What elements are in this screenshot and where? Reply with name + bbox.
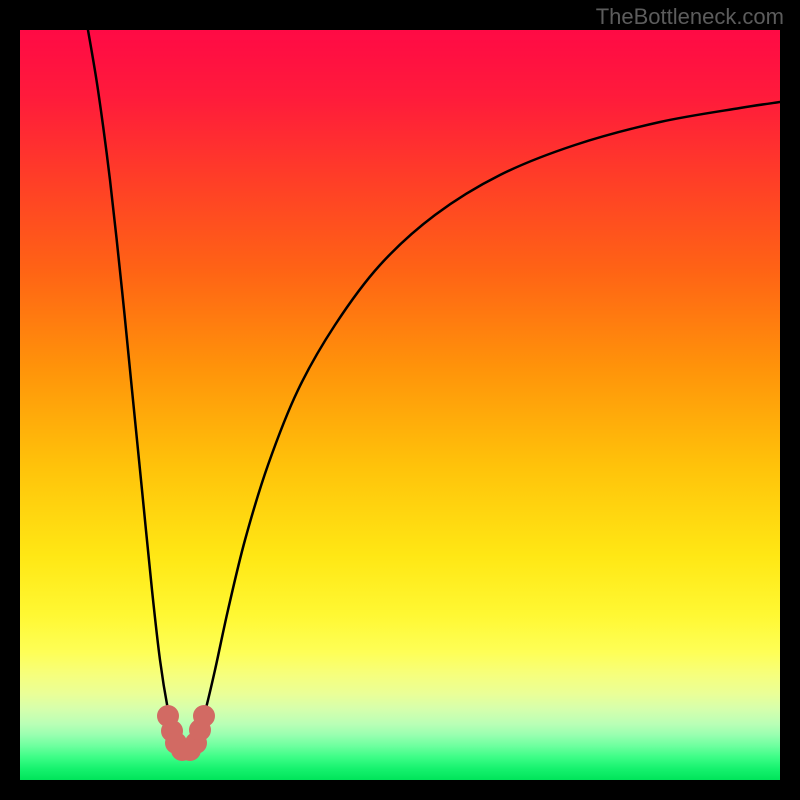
chart-curve (20, 30, 780, 780)
bottleneck-curve-path (88, 30, 780, 750)
minimum-marker-cluster (157, 705, 215, 761)
chart-area (20, 30, 780, 780)
minimum-marker (193, 705, 215, 727)
watermark-text: TheBottleneck.com (596, 4, 784, 30)
